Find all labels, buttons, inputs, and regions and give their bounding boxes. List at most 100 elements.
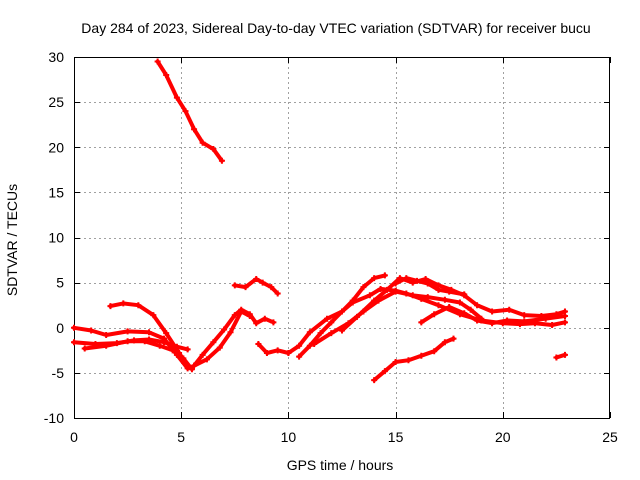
data-point bbox=[441, 339, 448, 346]
data-point bbox=[81, 345, 88, 352]
data-point bbox=[521, 312, 528, 319]
data-point bbox=[184, 346, 191, 353]
data-point bbox=[176, 350, 183, 357]
data-point bbox=[441, 296, 448, 303]
series-arc-1 bbox=[154, 58, 225, 164]
data-point bbox=[124, 338, 131, 345]
data-point bbox=[521, 318, 528, 325]
x-tick-label: 25 bbox=[602, 429, 618, 445]
y-tick-label: 15 bbox=[48, 184, 64, 200]
data-point bbox=[339, 327, 345, 334]
y-tick-labels: -10 -5 0 5 10 15 20 25 30 bbox=[44, 49, 64, 426]
data-point bbox=[446, 288, 453, 295]
data-point bbox=[339, 308, 345, 315]
data-point bbox=[146, 329, 153, 336]
data-point bbox=[424, 294, 431, 301]
x-tick-label: 10 bbox=[281, 429, 297, 445]
data-point bbox=[246, 313, 253, 320]
data-point bbox=[392, 288, 399, 295]
data-point bbox=[323, 315, 330, 322]
data-point bbox=[173, 94, 180, 101]
data-point bbox=[456, 299, 463, 306]
x-tick-label: 20 bbox=[495, 429, 511, 445]
data-point bbox=[150, 312, 157, 319]
data-point bbox=[191, 126, 198, 133]
data-point bbox=[163, 72, 170, 79]
series-line bbox=[256, 342, 291, 355]
data-point bbox=[238, 308, 245, 315]
data-point bbox=[506, 306, 513, 313]
data-point bbox=[285, 350, 292, 357]
series-arc-14 bbox=[392, 275, 468, 298]
x-tick-label: 5 bbox=[177, 429, 185, 445]
data-point bbox=[371, 275, 378, 282]
data-point bbox=[261, 315, 268, 322]
x-tick-label: 0 bbox=[70, 429, 78, 445]
y-tick-label: -5 bbox=[52, 365, 65, 381]
data-point bbox=[561, 313, 568, 320]
data-point bbox=[169, 347, 176, 354]
data-point bbox=[71, 339, 77, 346]
x-tick-labels: 0 5 10 15 20 25 bbox=[70, 429, 618, 445]
data-point bbox=[405, 357, 412, 364]
series-line bbox=[419, 305, 567, 326]
data-point bbox=[120, 300, 127, 307]
axis-ticks bbox=[74, 57, 611, 419]
data-point bbox=[103, 331, 110, 338]
data-point bbox=[561, 319, 568, 326]
data-point bbox=[296, 353, 303, 360]
data-point bbox=[366, 292, 373, 299]
data-point bbox=[371, 377, 378, 384]
data-point bbox=[561, 351, 568, 358]
series-arc-6 bbox=[188, 306, 277, 372]
data-point bbox=[270, 319, 277, 326]
series-arc-17 bbox=[553, 351, 568, 361]
data-series bbox=[71, 58, 568, 384]
y-tick-label: 30 bbox=[48, 49, 64, 65]
data-point bbox=[328, 319, 335, 326]
x-tick-label: 15 bbox=[388, 429, 404, 445]
data-point bbox=[435, 286, 442, 293]
data-point bbox=[156, 342, 163, 349]
series-line bbox=[155, 59, 224, 163]
data-point bbox=[161, 335, 168, 342]
data-point bbox=[227, 329, 234, 336]
data-point bbox=[371, 297, 378, 304]
data-point bbox=[154, 58, 161, 65]
y-tick-label: 5 bbox=[56, 275, 64, 291]
y-tick-label: 25 bbox=[48, 94, 64, 110]
data-point bbox=[435, 302, 442, 309]
data-point bbox=[163, 330, 170, 337]
data-point bbox=[450, 335, 457, 342]
data-point bbox=[141, 338, 148, 345]
series-line bbox=[189, 307, 276, 371]
data-point bbox=[296, 342, 303, 349]
data-point bbox=[424, 280, 431, 287]
data-point bbox=[461, 291, 468, 298]
data-point bbox=[384, 286, 391, 293]
data-point bbox=[418, 352, 425, 359]
data-point bbox=[414, 277, 421, 284]
data-point bbox=[446, 303, 453, 310]
data-point bbox=[328, 330, 335, 337]
series-arc-16 bbox=[371, 335, 457, 384]
data-point bbox=[203, 356, 210, 363]
data-point bbox=[253, 276, 260, 283]
data-point bbox=[210, 146, 217, 153]
data-point bbox=[253, 320, 260, 327]
data-point bbox=[268, 284, 275, 291]
data-point bbox=[182, 108, 189, 115]
data-point bbox=[231, 282, 238, 289]
data-point bbox=[542, 315, 549, 322]
data-point bbox=[392, 280, 399, 287]
data-point bbox=[218, 157, 225, 164]
data-point bbox=[191, 362, 198, 369]
data-point bbox=[107, 303, 114, 310]
data-point bbox=[231, 312, 238, 319]
data-point bbox=[467, 306, 474, 313]
data-point bbox=[418, 319, 425, 326]
series-arc-5 bbox=[107, 300, 191, 369]
data-point bbox=[216, 344, 223, 351]
data-point bbox=[88, 327, 95, 334]
